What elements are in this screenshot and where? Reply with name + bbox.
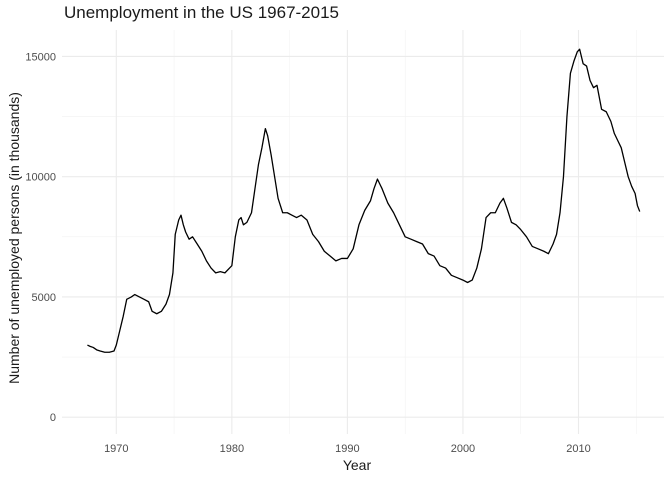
x-axis-title: Year bbox=[343, 457, 372, 473]
grid bbox=[62, 30, 664, 434]
y-axis-title: Number of unemployed persons (in thousan… bbox=[6, 92, 22, 384]
axis-tick-labels: 1970 1980 1990 2000 2010 0 5000 10000 15000 bbox=[25, 51, 590, 455]
x-tick-label: 1980 bbox=[220, 443, 244, 455]
x-tick-label: 1970 bbox=[104, 443, 128, 455]
y-tick-label: 0 bbox=[50, 412, 56, 424]
chart-title: Unemployment in the US 1967-2015 bbox=[64, 3, 339, 22]
x-tick-label: 2010 bbox=[566, 443, 590, 455]
x-tick-label: 1990 bbox=[335, 443, 359, 455]
y-tick-label: 5000 bbox=[32, 292, 56, 304]
x-tick-label: 2000 bbox=[451, 443, 475, 455]
y-tick-label: 10000 bbox=[25, 172, 56, 184]
line-layer bbox=[87, 48, 641, 353]
y-tick-label: 15000 bbox=[25, 51, 56, 63]
series-line bbox=[87, 48, 641, 353]
